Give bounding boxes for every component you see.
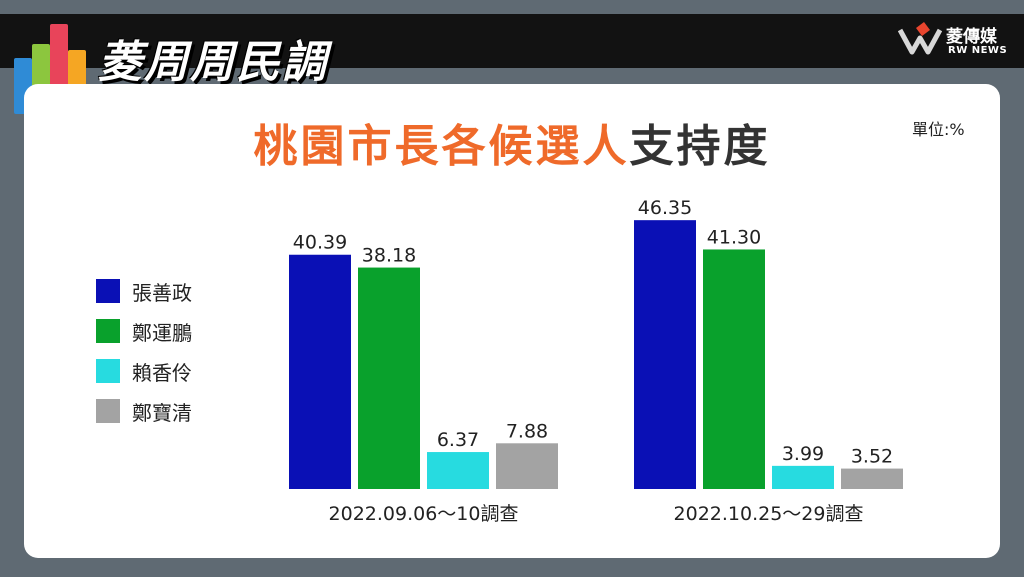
unit-label: 單位:%	[912, 120, 965, 139]
bar	[841, 468, 903, 489]
data-label: 46.35	[638, 197, 692, 219]
chart-title: 桃園市長各候選人支持度	[0, 110, 1024, 174]
chart-title-orange: 桃園市長各候選人	[253, 121, 630, 172]
bar	[496, 443, 558, 489]
legend-item: 賴香伶	[96, 351, 192, 391]
legend-swatch	[96, 399, 120, 423]
legend-label: 張善政	[132, 280, 192, 305]
data-label: 3.99	[782, 443, 824, 465]
data-label: 40.39	[293, 232, 347, 254]
data-label: 3.52	[851, 446, 893, 468]
legend-item: 鄭運鵬	[96, 311, 192, 351]
rw-news-logo: 菱傳媒 RW NEWS	[898, 20, 1008, 62]
legend-swatch	[96, 359, 120, 383]
bar	[703, 249, 765, 489]
data-label: 38.18	[362, 245, 416, 267]
legend-swatch	[96, 279, 120, 303]
logo-subtitle: RW NEWS	[948, 45, 1008, 56]
legend-swatch	[96, 319, 120, 343]
header-banner: 菱周周民調	[0, 14, 1024, 88]
data-label: 6.37	[437, 429, 479, 451]
data-label: 7.88	[506, 420, 548, 442]
legend-item: 張善政	[96, 271, 192, 311]
legend-item: 鄭寶清	[96, 391, 192, 431]
category-label: 2022.10.25～29調查	[674, 503, 864, 525]
bar	[427, 452, 489, 489]
chart-title-dark: 支持度	[629, 121, 771, 172]
bar	[772, 465, 834, 489]
rw-logo-mark-icon	[898, 22, 942, 55]
brand-title: 菱周周民調	[98, 37, 328, 88]
legend-label: 鄭運鵬	[132, 320, 192, 345]
category-label: 2022.09.06～10調查	[329, 503, 519, 525]
bar	[634, 220, 696, 490]
legend: 張善政 鄭運鵬 賴香伶 鄭寶清	[96, 271, 192, 431]
logo-name: 菱傳媒	[946, 27, 997, 47]
legend-label: 賴香伶	[132, 360, 192, 385]
legend-label: 鄭寶清	[132, 400, 192, 425]
bar	[358, 267, 420, 489]
data-label: 41.30	[707, 226, 761, 248]
bar	[289, 254, 351, 489]
